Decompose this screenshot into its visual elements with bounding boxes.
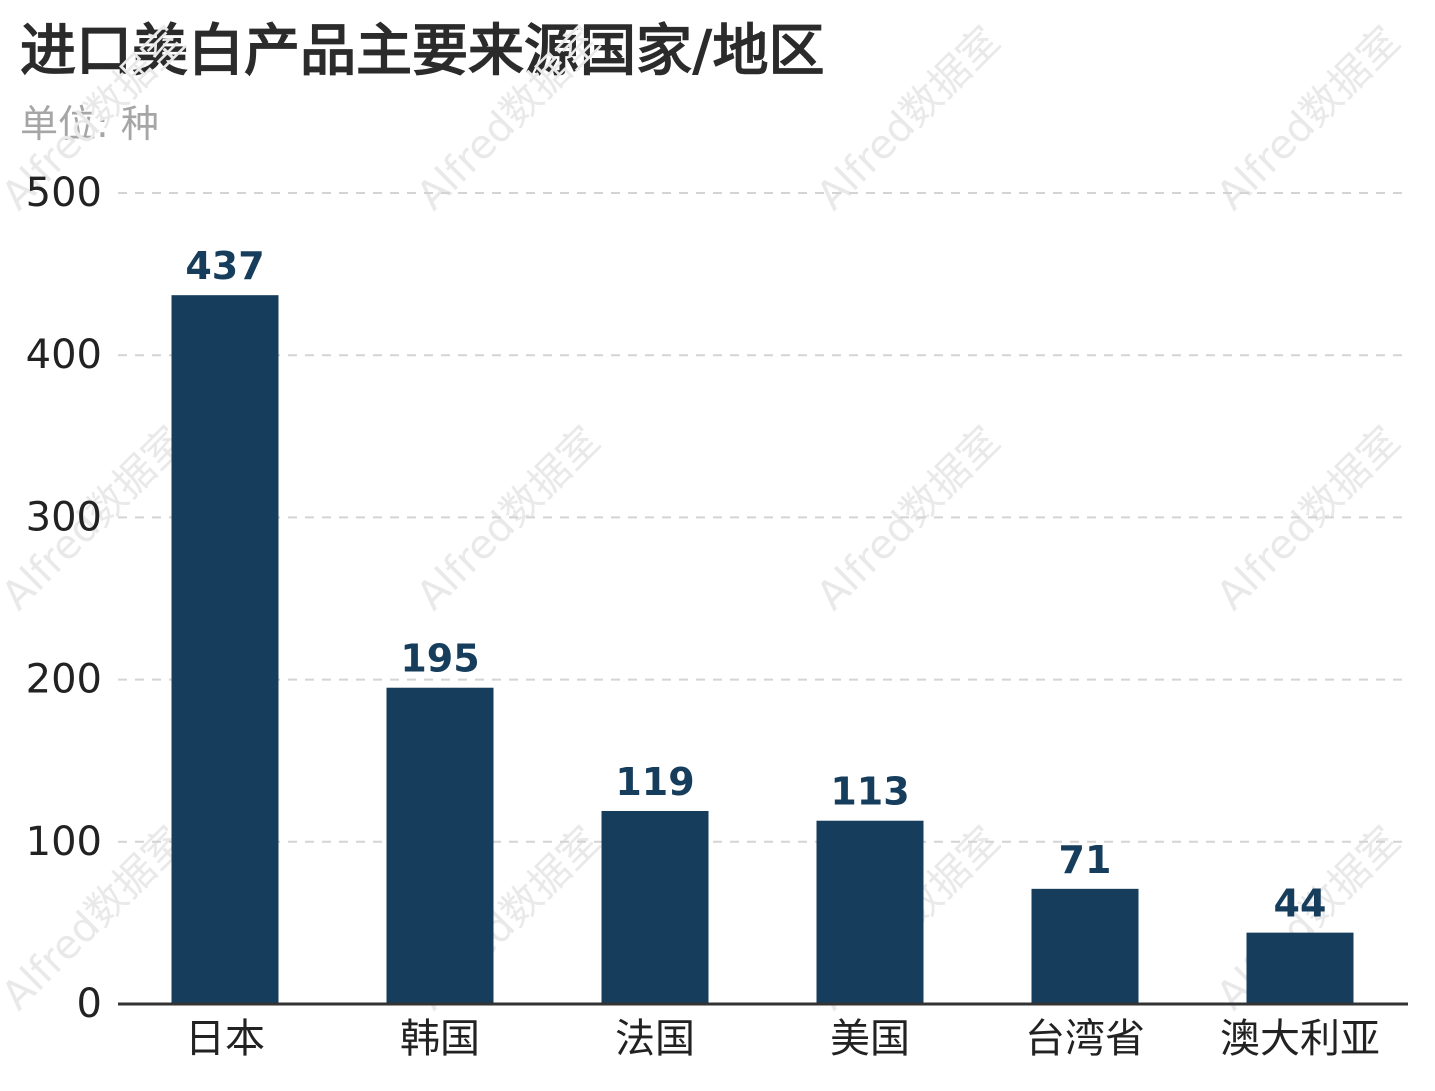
bar (816, 820, 924, 1004)
bars (171, 295, 1354, 1004)
x-category-label: 法国 (615, 1016, 695, 1062)
y-tick-label: 300 (26, 494, 102, 540)
y-tick-label: 500 (26, 170, 102, 216)
watermark-text: Alfred数据室 (408, 18, 609, 219)
bar-value-label: 71 (1059, 838, 1112, 882)
y-tick-label: 400 (26, 332, 102, 378)
bar-value-label: 119 (615, 760, 694, 804)
watermark-text: Alfred数据室 (1208, 418, 1409, 619)
y-tick-label: 0 (77, 981, 102, 1027)
chart-subtitle: 单位: 种 (20, 102, 159, 146)
gridlines (118, 192, 1408, 843)
y-axis-ticks: 0 100 200 300 400 500 (26, 170, 102, 1027)
data-labels: 437 195 119 113 71 44 (185, 244, 1326, 925)
bar (171, 295, 279, 1004)
x-axis-category-labels: 日本 韩国 法国 美国 台湾省 澳大利亚 (185, 1016, 1380, 1062)
y-tick-label: 200 (26, 657, 102, 703)
bar (1246, 932, 1354, 1004)
y-tick-label: 100 (26, 819, 102, 865)
watermark-text: Alfred数据室 (808, 18, 1009, 219)
watermark-text: Alfred数据室 (1208, 18, 1409, 219)
bar (386, 687, 494, 1004)
x-category-label: 台湾省 (1025, 1016, 1145, 1062)
x-category-label: 日本 (185, 1016, 265, 1062)
watermark-text: Alfred数据室 (808, 418, 1009, 619)
bar-value-label: 44 (1274, 882, 1327, 926)
watermark-text: Alfred数据室 (408, 418, 609, 619)
bar-value-label: 437 (185, 244, 264, 288)
bar-value-label: 195 (400, 637, 479, 681)
bar (1031, 888, 1139, 1004)
chart-title: 进口美白产品主要来源国家/地区 (20, 19, 825, 84)
x-category-label: 澳大利亚 (1220, 1016, 1380, 1062)
bar-value-label: 113 (830, 770, 909, 814)
x-category-label: 美国 (830, 1016, 910, 1062)
x-category-label: 韩国 (400, 1016, 480, 1062)
bar (601, 810, 709, 1004)
